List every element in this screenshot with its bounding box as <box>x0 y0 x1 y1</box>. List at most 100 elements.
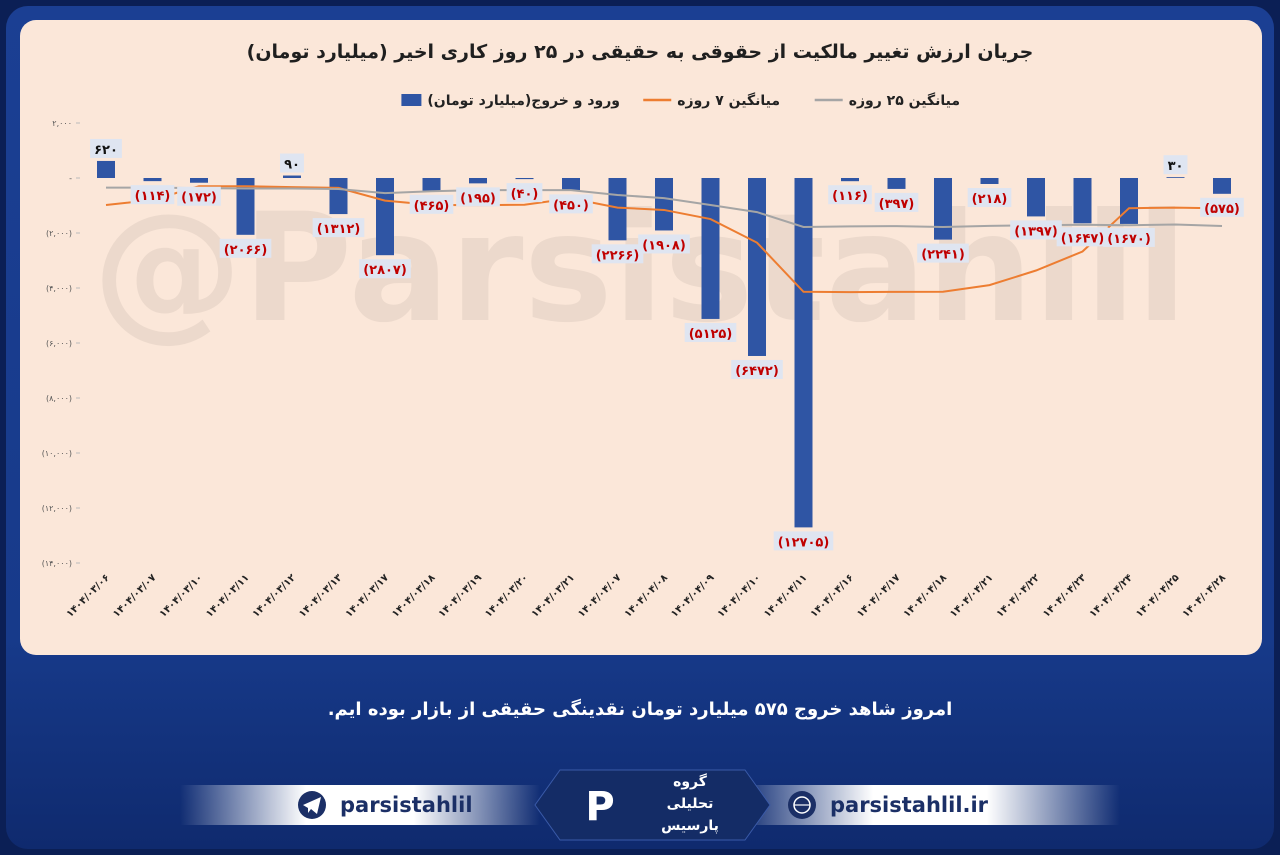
bar <box>748 178 766 356</box>
value-label-box <box>1163 155 1188 175</box>
value-label-group: (۱۱۴) <box>130 185 175 205</box>
value-label-box <box>1200 197 1244 217</box>
value-label-box <box>967 187 1012 207</box>
value-label: (۴۶۵) <box>414 199 450 214</box>
footer-pill <box>180 785 540 825</box>
value-label: (۱۱۶) <box>832 189 868 204</box>
bar <box>143 178 162 182</box>
y-tick-label: (۶,۰۰۰) <box>46 339 72 348</box>
value-label: ۹۰ <box>284 158 300 173</box>
bar <box>655 178 673 231</box>
value-label-group: (۳۹۷) <box>874 192 919 212</box>
value-label-box <box>731 359 783 379</box>
value-label: (۲۰۶۶) <box>224 243 268 258</box>
plot: ۲,۰۰۰ - (۲,۰۰۰) (۴,۰۰۰) (۶,۰۰۰) (۸,۰۰۰) (۱۰,۰۰… <box>42 92 1244 620</box>
website[interactable]: parsistahlil.ir <box>830 793 989 817</box>
legend-label: میانگین ۲۵ روزه <box>849 92 960 109</box>
value-label: (۲۱۸) <box>972 192 1008 207</box>
telegram-glyph <box>303 797 321 814</box>
legend-label: ورود و خروج(میلیارد تومان) <box>427 93 620 109</box>
value-label-group: (۲۱۸) <box>967 187 1012 207</box>
logo-text: پارسیس <box>661 818 719 834</box>
bar <box>1073 178 1092 224</box>
value-label-box <box>828 185 872 205</box>
bar <box>376 178 394 256</box>
bar <box>190 178 208 183</box>
value-label-group: (۱۶۷۰) <box>1103 227 1155 247</box>
value-label-box <box>1056 227 1109 247</box>
value-label-box <box>917 243 969 263</box>
value-label-group: (۱۲۷۰۵) <box>773 531 834 551</box>
bar <box>1166 177 1185 178</box>
bar <box>887 178 906 189</box>
value-label-box <box>874 192 919 212</box>
value-label-group: (۱۷۲) <box>177 186 221 206</box>
value-label-box <box>773 531 834 551</box>
logo-mark: P <box>585 784 614 830</box>
bar <box>283 175 301 178</box>
legend-swatch <box>401 94 422 106</box>
value-label: (۲۲۶۶) <box>596 248 640 263</box>
bar <box>97 160 115 178</box>
value-label-group: (۴۵۰) <box>549 194 593 214</box>
value-label: (۱۳۱۲) <box>317 222 361 237</box>
logo-text: گروه <box>673 773 708 790</box>
value-label-group: (۲۲۴۱) <box>917 243 969 263</box>
y-tick-label: ۲,۰۰۰ <box>52 119 72 128</box>
value-label: (۱۹۵) <box>460 191 496 206</box>
value-label-group: (۱۹۵) <box>456 187 500 207</box>
value-label-group: (۶۴۷۲) <box>731 359 783 379</box>
value-label-box <box>409 194 454 214</box>
value-label-box <box>506 183 543 203</box>
bar <box>422 178 441 191</box>
value-label: (۴۰) <box>511 187 539 202</box>
bar <box>1120 178 1138 224</box>
bar <box>469 178 487 184</box>
value-label-group: ۳۰ <box>1163 155 1188 175</box>
value-label-group: (۲۰۶۶) <box>219 238 272 258</box>
value-label-box <box>177 186 221 206</box>
value-label-box <box>219 238 272 258</box>
y-tick-label: (۲,۰۰۰) <box>46 229 72 238</box>
bar <box>608 178 627 241</box>
bar <box>980 178 999 184</box>
bar <box>794 178 813 528</box>
value-label-group: (۲۸۰۷) <box>359 259 411 279</box>
value-label-group: (۴۶۵) <box>409 194 454 214</box>
bar <box>515 178 534 180</box>
value-label-group: ۶۲۰ <box>90 138 122 158</box>
caption: امروز شاهد خروج ۵۷۵ میلیارد تومان نقدینگ… <box>328 698 953 720</box>
value-label: (۱۳۹۷) <box>1014 224 1058 239</box>
value-label: (۶۴۷۲) <box>735 364 779 379</box>
value-label-group: ۹۰ <box>280 153 304 173</box>
value-label: (۱۹۰۸) <box>642 238 686 253</box>
y-tick-label: (۸,۰۰۰) <box>46 394 72 403</box>
value-label-group: (۱۹۰۸) <box>638 234 690 254</box>
bar <box>1213 178 1231 194</box>
value-label-group: (۱۳۹۷) <box>1010 220 1062 240</box>
telegram-handle[interactable]: parsistahlil <box>340 793 473 817</box>
value-label-box <box>549 194 593 214</box>
y-tick-label: (۱۲,۰۰۰) <box>42 504 72 513</box>
value-label: (۴۵۰) <box>553 198 589 213</box>
value-label-group: (۲۲۶۶) <box>591 244 644 264</box>
y-tick-label: (۱۴,۰۰۰) <box>42 559 72 568</box>
value-label-box <box>280 153 304 173</box>
value-label: (۵۱۲۵) <box>689 327 733 342</box>
value-label: (۵۷۵) <box>1204 202 1240 217</box>
chart-title: جریان ارزش تغییر مالکیت از حقوقی به حقیق… <box>247 41 1034 63</box>
value-label-box <box>1010 220 1062 240</box>
value-label: (۱۱۴) <box>135 189 171 204</box>
value-label: (۲۲۴۱) <box>921 248 965 263</box>
value-label-group: (۵۱۲۵) <box>684 322 737 342</box>
bar <box>701 178 720 319</box>
bar <box>934 178 952 240</box>
value-label-box <box>684 322 737 342</box>
y-tick-label: (۱۰,۰۰۰) <box>42 449 72 458</box>
value-label-group: (۵۷۵) <box>1200 197 1244 217</box>
value-label-group: (۱۳۱۲) <box>312 218 365 238</box>
value-label-box <box>591 244 644 264</box>
value-label: (۳۹۷) <box>879 197 915 212</box>
